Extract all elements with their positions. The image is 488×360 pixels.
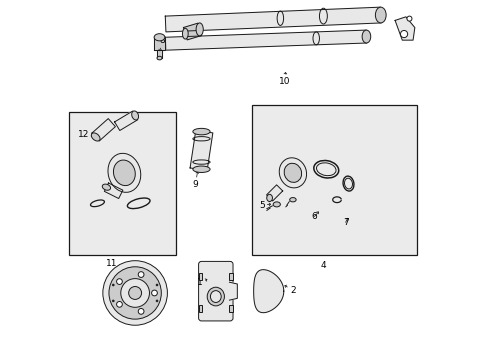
Circle shape <box>102 261 167 325</box>
Polygon shape <box>253 270 283 313</box>
Polygon shape <box>266 185 282 201</box>
Ellipse shape <box>196 23 203 36</box>
Ellipse shape <box>279 158 306 188</box>
Polygon shape <box>190 130 212 171</box>
Circle shape <box>128 287 142 300</box>
Polygon shape <box>114 111 138 131</box>
Text: 8: 8 <box>159 36 164 51</box>
Bar <box>229 273 233 280</box>
Text: 5: 5 <box>258 201 270 210</box>
Circle shape <box>138 309 143 314</box>
FancyBboxPatch shape <box>198 261 233 321</box>
Ellipse shape <box>102 184 110 190</box>
Ellipse shape <box>131 111 138 120</box>
Circle shape <box>400 31 407 38</box>
Ellipse shape <box>210 291 221 302</box>
Bar <box>198 305 202 312</box>
Bar <box>69 112 176 255</box>
Ellipse shape <box>266 194 272 202</box>
Circle shape <box>112 300 114 302</box>
Text: 12: 12 <box>78 130 93 139</box>
Ellipse shape <box>284 163 301 183</box>
Text: 2: 2 <box>285 285 295 294</box>
Circle shape <box>116 279 122 284</box>
Polygon shape <box>165 7 380 32</box>
Text: 10: 10 <box>278 73 290 86</box>
Polygon shape <box>229 282 237 300</box>
Circle shape <box>121 279 149 307</box>
Ellipse shape <box>375 7 386 23</box>
Polygon shape <box>394 17 414 40</box>
Circle shape <box>151 290 157 296</box>
Polygon shape <box>165 30 366 50</box>
Bar <box>198 273 202 280</box>
Text: 11: 11 <box>106 259 117 268</box>
Circle shape <box>156 284 158 286</box>
Ellipse shape <box>192 166 210 172</box>
Ellipse shape <box>91 133 100 141</box>
Text: 1: 1 <box>196 278 206 287</box>
Circle shape <box>109 267 161 319</box>
Polygon shape <box>92 118 115 141</box>
Bar <box>229 305 233 312</box>
Ellipse shape <box>182 28 188 39</box>
Ellipse shape <box>362 30 370 43</box>
Ellipse shape <box>154 34 164 41</box>
Polygon shape <box>154 37 164 50</box>
Bar <box>251 105 416 255</box>
Circle shape <box>406 16 411 21</box>
Ellipse shape <box>113 160 135 186</box>
Ellipse shape <box>273 202 280 207</box>
Ellipse shape <box>192 129 210 135</box>
Polygon shape <box>157 50 162 58</box>
Polygon shape <box>183 23 201 40</box>
Circle shape <box>116 301 122 307</box>
Text: 6: 6 <box>311 212 318 221</box>
Circle shape <box>112 284 114 286</box>
Ellipse shape <box>108 153 141 192</box>
Ellipse shape <box>207 287 224 306</box>
Circle shape <box>156 300 158 302</box>
Ellipse shape <box>289 198 296 202</box>
Text: 3: 3 <box>112 287 122 296</box>
Circle shape <box>138 272 143 278</box>
Text: 9: 9 <box>192 172 198 189</box>
Text: 7: 7 <box>342 218 348 227</box>
Ellipse shape <box>157 56 162 60</box>
Text: 4: 4 <box>320 261 325 270</box>
Polygon shape <box>104 183 122 198</box>
